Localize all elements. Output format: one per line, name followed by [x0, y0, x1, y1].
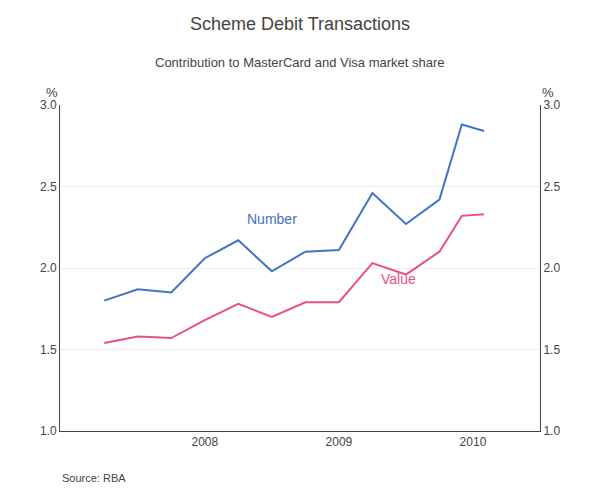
- svg-text:1.5: 1.5: [40, 343, 57, 357]
- svg-text:2.5: 2.5: [40, 180, 57, 194]
- svg-text:1.0: 1.0: [40, 424, 57, 438]
- svg-text:Contribution to MasterCard and: Contribution to MasterCard and Visa mark…: [155, 55, 445, 70]
- svg-text:2010: 2010: [460, 435, 487, 449]
- svg-text:Source: RBA: Source: RBA: [62, 472, 126, 484]
- svg-text:3.0: 3.0: [40, 98, 57, 112]
- svg-text:%: %: [46, 85, 58, 100]
- svg-text:2.0: 2.0: [40, 261, 57, 275]
- svg-text:%: %: [542, 85, 554, 100]
- svg-text:Number: Number: [247, 211, 297, 227]
- svg-text:1.0: 1.0: [543, 424, 560, 438]
- svg-text:2009: 2009: [326, 435, 353, 449]
- svg-text:2008: 2008: [191, 435, 218, 449]
- svg-text:Value: Value: [381, 271, 416, 287]
- svg-text:Scheme Debit Transactions: Scheme Debit Transactions: [190, 14, 410, 34]
- svg-text:2.0: 2.0: [543, 261, 560, 275]
- svg-text:3.0: 3.0: [543, 98, 560, 112]
- svg-text:2.5: 2.5: [543, 180, 560, 194]
- svg-text:1.5: 1.5: [543, 343, 560, 357]
